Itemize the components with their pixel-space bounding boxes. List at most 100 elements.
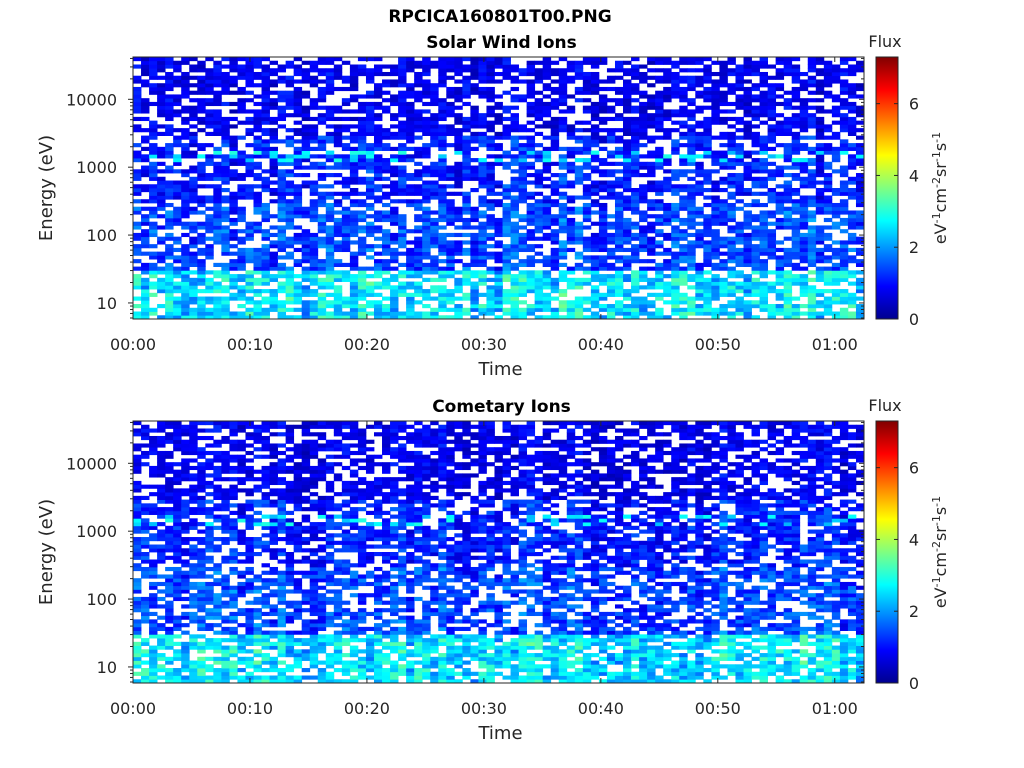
heatmap-cell: [173, 184, 182, 189]
heatmap-cell: [454, 311, 463, 316]
heatmap-cell: [566, 270, 576, 275]
heatmap-cell: [373, 679, 383, 684]
heatmap-cell: [478, 131, 487, 136]
heatmap-cell: [719, 83, 728, 88]
heatmap-cell: [719, 154, 728, 159]
heatmap-cell: [157, 131, 166, 136]
heatmap-cell: [349, 251, 359, 256]
heatmap-cell: [157, 195, 166, 200]
heatmap-cell: [149, 131, 158, 136]
heatmap-cell: [751, 135, 760, 140]
heatmap-cell: [301, 90, 311, 95]
heatmap-cell: [365, 158, 375, 163]
heatmap-cell: [526, 210, 536, 215]
heatmap-cell: [293, 660, 303, 665]
heatmap-cell: [534, 109, 544, 114]
heatmap-cell: [438, 79, 447, 84]
heatmap-cell: [815, 173, 825, 178]
heatmap-cell: [398, 289, 407, 294]
heatmap-cell: [237, 154, 246, 159]
heatmap-cell: [141, 206, 150, 211]
heatmap-cell: [663, 98, 672, 103]
heatmap-cell: [687, 158, 696, 163]
heatmap-cell: [406, 158, 415, 163]
heatmap-cell: [775, 128, 785, 133]
heatmap-cell: [253, 311, 262, 316]
heatmap-cell: [526, 221, 536, 226]
heatmap-cell: [679, 131, 688, 136]
heatmap-cell: [623, 154, 632, 159]
heatmap-cell: [325, 240, 335, 245]
heatmap-cell: [558, 79, 568, 84]
heatmap-cell: [751, 131, 760, 136]
heatmap-cell: [590, 184, 600, 189]
heatmap-cell: [149, 64, 158, 69]
heatmap-cell: [687, 232, 696, 238]
colorbar-tick-label: 4: [909, 166, 919, 185]
heatmap-cell: [582, 675, 592, 680]
heatmap-cell: [550, 191, 560, 196]
heatmap-cell: [502, 259, 511, 264]
heatmap-cell: [197, 128, 206, 133]
heatmap-cell: [181, 195, 190, 200]
heatmap-cell: [623, 296, 632, 301]
heatmap-cell: [847, 94, 857, 99]
heatmap-cell: [558, 247, 568, 253]
heatmap-cell: [422, 184, 431, 189]
heatmap-cell: [550, 98, 560, 103]
heatmap-cell: [574, 281, 584, 286]
heatmap-cell: [261, 143, 270, 148]
heatmap-cell: [679, 679, 688, 684]
heatmap-cell: [341, 176, 351, 181]
heatmap-cell: [229, 217, 238, 223]
heatmap-cell: [277, 315, 287, 320]
heatmap-cell: [149, 244, 158, 249]
heatmap-cell: [317, 671, 327, 676]
heatmap-cell: [831, 154, 841, 159]
heatmap-cell: [502, 664, 511, 669]
heatmap-cell: [181, 146, 190, 151]
heatmap-cell: [486, 161, 495, 166]
heatmap-cell: [767, 191, 777, 196]
heatmap-cell: [823, 195, 833, 200]
heatmap-cell: [141, 199, 150, 204]
heatmap-cell: [373, 71, 383, 77]
heatmap-cell: [486, 311, 495, 316]
heatmap-cell: [671, 251, 680, 256]
heatmap-cell: [462, 671, 471, 676]
heatmap-cell: [197, 105, 206, 110]
heatmap-cell: [494, 64, 503, 69]
heatmap-cell: [325, 671, 335, 676]
heatmap-cell: [510, 139, 519, 144]
heatmap-cell: [213, 120, 222, 125]
heatmap-cell: [743, 94, 752, 99]
heatmap-cell: [309, 124, 319, 129]
heatmap-cell: [767, 195, 777, 200]
heatmap-cell: [823, 143, 833, 148]
heatmap-cell: [743, 135, 752, 140]
heatmap-cell: [494, 180, 503, 185]
heatmap-cell: [847, 180, 857, 185]
heatmap-cell: [478, 199, 487, 204]
heatmap-cell: [349, 98, 359, 103]
heatmap-cell: [534, 217, 544, 223]
heatmap-cell: [365, 221, 375, 226]
heatmap-cell: [197, 116, 206, 122]
heatmap-cell: [237, 675, 246, 680]
heatmap-cell: [655, 120, 664, 125]
heatmap-cell: [309, 60, 319, 65]
heatmap-cell: [847, 247, 857, 253]
heatmap-cell: [815, 668, 825, 673]
heatmap-cell: [759, 57, 768, 62]
heatmap-cell: [759, 75, 768, 80]
heatmap-cell: [357, 210, 367, 215]
heatmap-cell: [229, 285, 238, 290]
heatmap-cell: [631, 98, 640, 103]
heatmap-cell: [623, 206, 632, 211]
heatmap-cell: [526, 255, 536, 260]
heatmap-cell: [807, 214, 817, 219]
heatmap-cell: [181, 75, 190, 80]
heatmap-cell: [462, 266, 471, 271]
heatmap-cell: [486, 57, 495, 62]
heatmap-cell: [382, 146, 391, 151]
